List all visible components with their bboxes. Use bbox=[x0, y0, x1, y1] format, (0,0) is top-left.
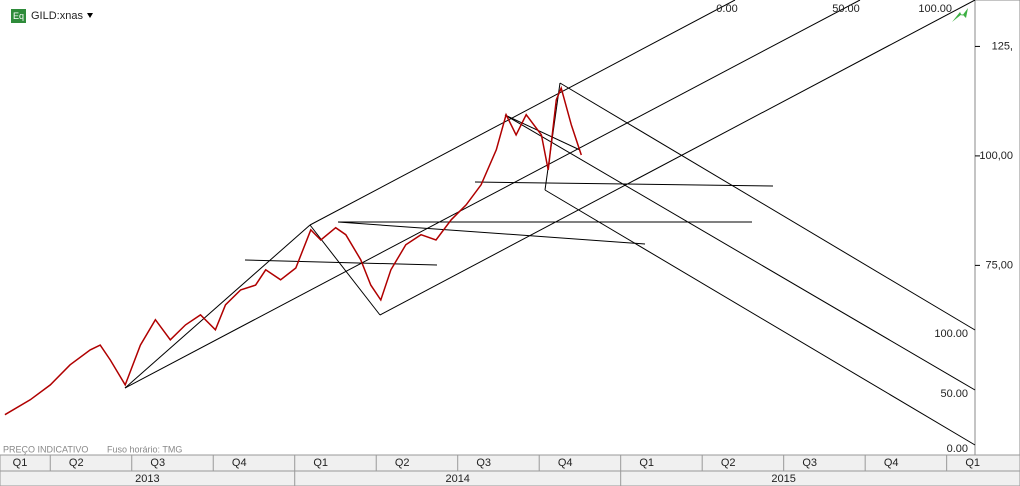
fork-label: 50.00 bbox=[832, 3, 860, 15]
status-icon bbox=[952, 8, 968, 22]
pitchfork-drawings bbox=[124, 0, 976, 446]
footer-timezone: Fuso horário: TMG bbox=[107, 444, 182, 454]
quarter-label: Q1 bbox=[313, 457, 328, 469]
y-tick-label: 125, bbox=[992, 40, 1013, 52]
footer-note: PREÇO INDICATIVO bbox=[3, 444, 88, 454]
symbol-name[interactable]: GILD:xnas bbox=[31, 10, 83, 22]
fork-label: 50.00 bbox=[940, 388, 968, 400]
fork-label: 0.00 bbox=[716, 3, 737, 15]
fork-label: 100.00 bbox=[918, 3, 952, 15]
trend-line bbox=[504, 114, 581, 151]
fork-label: 100.00 bbox=[934, 328, 968, 340]
quarter-label: Q3 bbox=[476, 457, 491, 469]
y-tick-label: 75,00 bbox=[985, 259, 1013, 271]
trend-line bbox=[474, 181, 774, 187]
quarter-label: Q2 bbox=[69, 457, 84, 469]
trend-line bbox=[337, 221, 646, 245]
symbol-icon[interactable] bbox=[11, 9, 26, 23]
quarter-label: Q2 bbox=[395, 457, 410, 469]
fork-line bbox=[379, 0, 976, 316]
quarter-label: Q2 bbox=[721, 457, 736, 469]
y-tick-label: 100,00 bbox=[979, 150, 1013, 162]
fork-line bbox=[504, 114, 976, 391]
quarter-label: Q3 bbox=[802, 457, 817, 469]
icon-label: Eq bbox=[13, 11, 24, 21]
quarter-label: Q1 bbox=[965, 457, 980, 469]
fork-label: 0.00 bbox=[947, 443, 968, 455]
trend-line bbox=[244, 259, 438, 266]
fork-line bbox=[309, 0, 736, 226]
price-line bbox=[4, 85, 583, 416]
quarter-label: Q1 bbox=[639, 457, 654, 469]
quarter-label: Q4 bbox=[232, 457, 247, 469]
fork-line bbox=[124, 224, 311, 389]
dropdown-arrow[interactable] bbox=[87, 13, 93, 18]
quarter-label: Q1 bbox=[13, 457, 28, 469]
quarter-label: Q3 bbox=[150, 457, 165, 469]
year-label: 2014 bbox=[445, 473, 469, 485]
year-label: 2013 bbox=[135, 473, 159, 485]
fork-line bbox=[124, 0, 861, 389]
quarter-label: Q4 bbox=[558, 457, 573, 469]
year-label: 2015 bbox=[771, 473, 795, 485]
y-axis-panel bbox=[974, 0, 1020, 456]
quarter-label: Q4 bbox=[884, 457, 899, 469]
fork-line bbox=[544, 189, 976, 446]
fork-line bbox=[559, 82, 976, 331]
plot-area bbox=[0, 0, 975, 455]
